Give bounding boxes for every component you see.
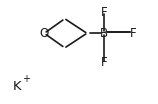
Text: F: F — [129, 27, 136, 40]
Text: +: + — [22, 74, 30, 84]
Text: B: B — [100, 27, 108, 40]
Text: F: F — [101, 56, 108, 69]
Text: O: O — [40, 27, 49, 40]
Text: K: K — [13, 80, 22, 93]
Text: F: F — [101, 6, 108, 19]
